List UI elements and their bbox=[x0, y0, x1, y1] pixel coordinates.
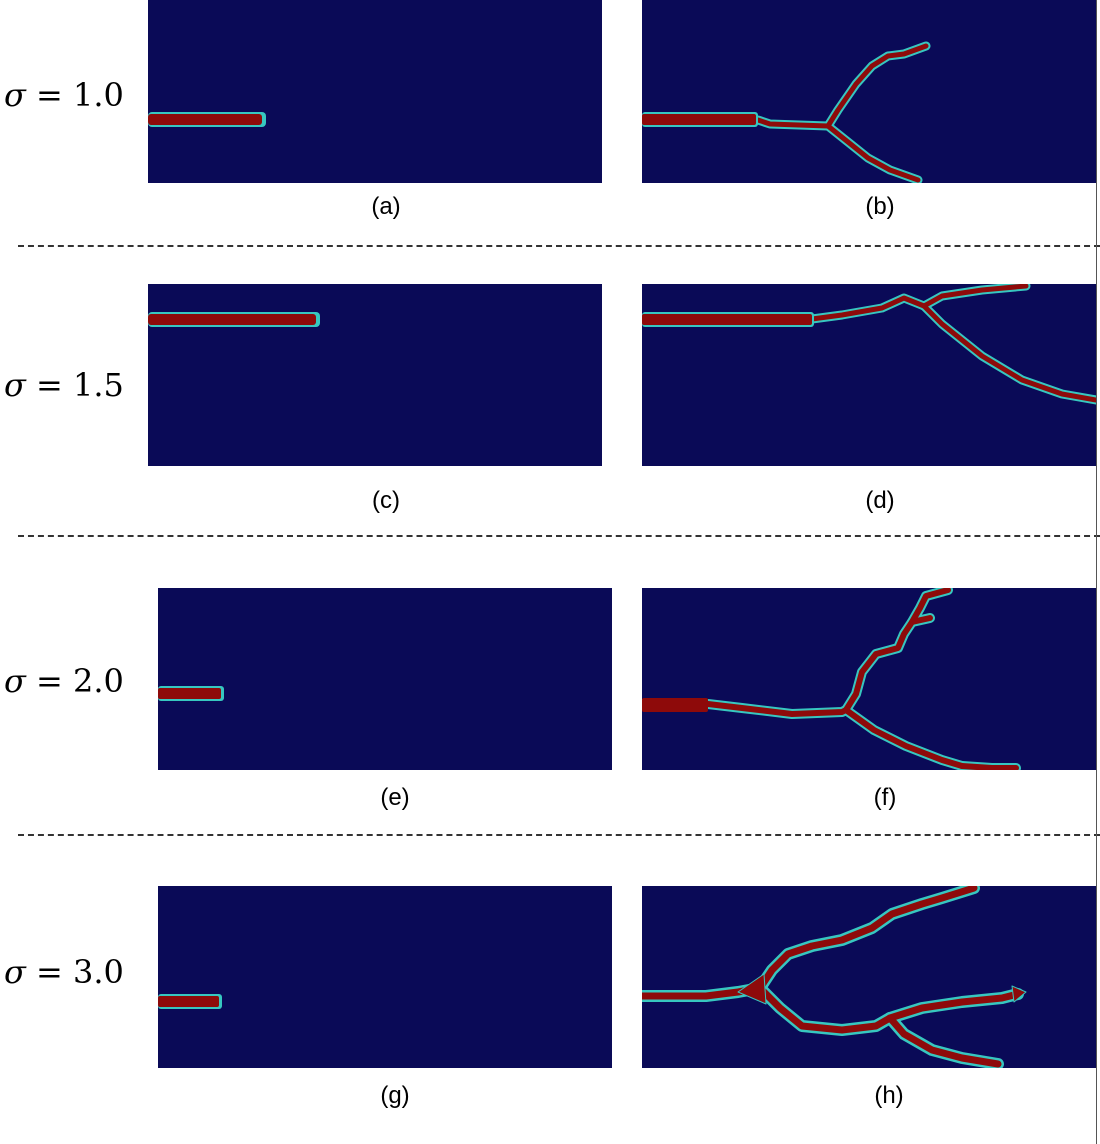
row-label-sigma-3: σ = 3.0 bbox=[4, 953, 144, 991]
row-separator bbox=[18, 535, 1100, 537]
caption-f: (f) bbox=[873, 784, 897, 811]
panel-h bbox=[642, 886, 1096, 1068]
sigma-symbol: σ bbox=[4, 662, 26, 700]
sigma-symbol: σ bbox=[4, 76, 26, 114]
caption-c: (c) bbox=[372, 487, 400, 514]
crack-path bbox=[642, 886, 1027, 1068]
row-label-sigma-1: σ = 1.0 bbox=[4, 76, 144, 114]
crack-path bbox=[158, 686, 224, 701]
crack-path bbox=[158, 994, 222, 1009]
caption-g: (g) bbox=[380, 1082, 410, 1109]
sigma-symbol: σ bbox=[4, 953, 26, 991]
panel-g bbox=[158, 886, 612, 1068]
page-edge-rule bbox=[1096, 0, 1097, 1144]
crack-path bbox=[642, 284, 1096, 405]
panel-c bbox=[148, 284, 602, 466]
sigma-value: 1.5 bbox=[73, 366, 124, 404]
sigma-value: 2.0 bbox=[73, 662, 124, 700]
crack-path bbox=[148, 112, 266, 127]
caption-e: (e) bbox=[380, 784, 410, 811]
panel-b bbox=[642, 0, 1096, 183]
crack-path bbox=[642, 41, 931, 183]
sigma-value: 1.0 bbox=[73, 76, 124, 114]
caption-b: (b) bbox=[865, 193, 895, 220]
row-label-sigma-2: σ = 2.0 bbox=[4, 662, 144, 700]
equals-sign: = bbox=[36, 662, 63, 700]
panel-e bbox=[158, 588, 612, 770]
row-label-sigma-1-5: σ = 1.5 bbox=[4, 366, 144, 404]
row-separator bbox=[18, 245, 1100, 247]
sigma-value: 3.0 bbox=[73, 953, 124, 991]
crack-path bbox=[148, 312, 320, 327]
caption-d: (d) bbox=[865, 487, 895, 514]
equals-sign: = bbox=[36, 953, 63, 991]
caption-h: (h) bbox=[874, 1082, 904, 1109]
equals-sign: = bbox=[36, 366, 63, 404]
row-separator bbox=[18, 834, 1100, 836]
equals-sign: = bbox=[36, 76, 63, 114]
caption-a: (a) bbox=[371, 193, 401, 220]
panel-a bbox=[148, 0, 602, 183]
sigma-symbol: σ bbox=[4, 366, 26, 404]
crack-path bbox=[642, 588, 1021, 770]
panel-d bbox=[642, 284, 1096, 466]
panel-f bbox=[642, 588, 1096, 770]
